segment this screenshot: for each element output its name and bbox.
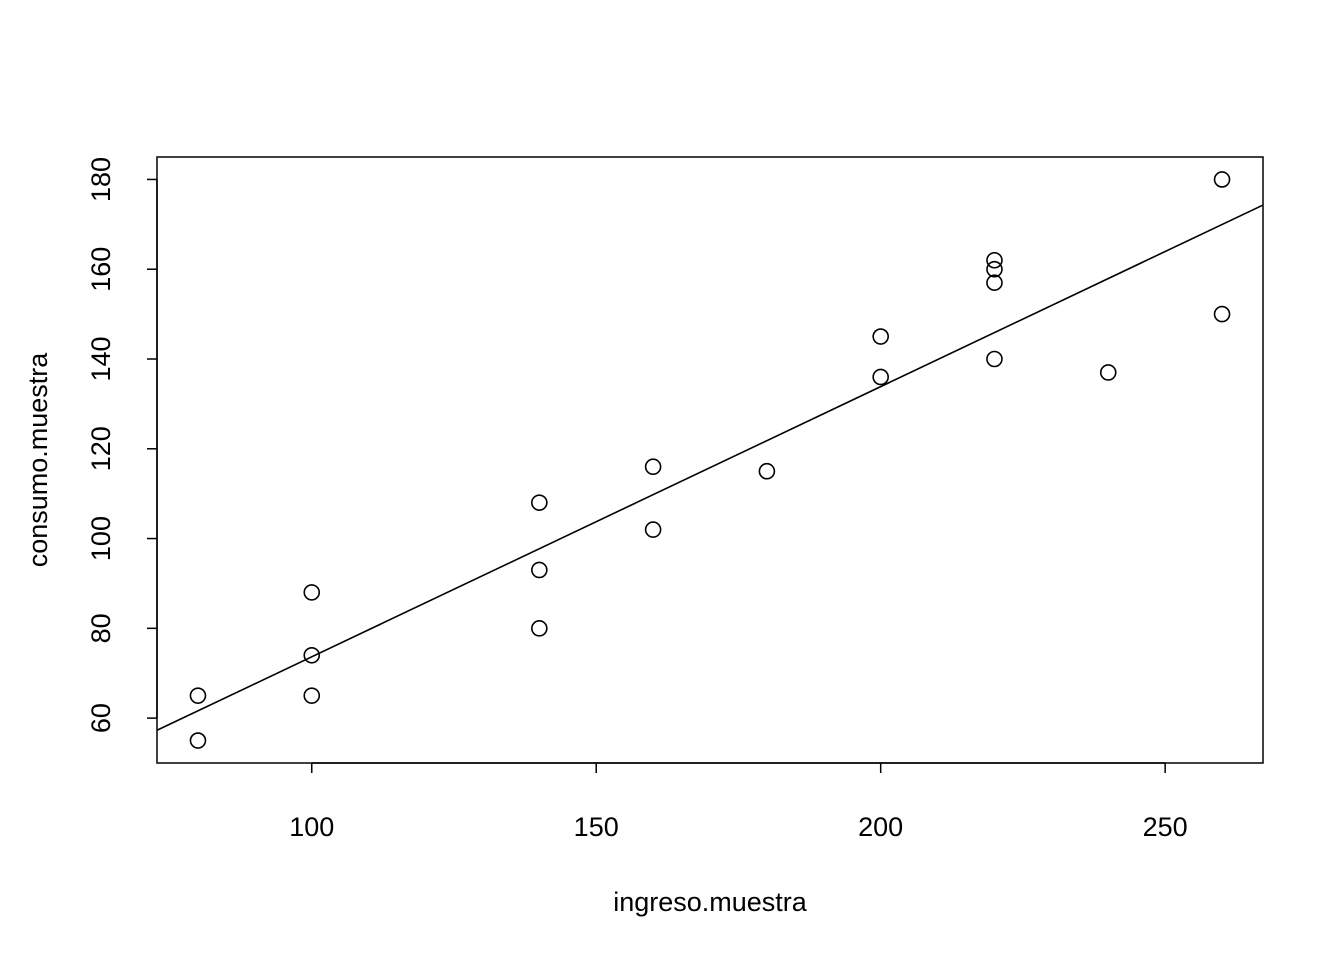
plot-box	[156, 156, 1264, 764]
x-tick-label: 200	[858, 812, 903, 842]
x-axis: 100 150 200 250	[289, 762, 1188, 842]
data-point	[1213, 171, 1231, 188]
y-tick-label: 60	[86, 703, 116, 733]
data-point	[303, 687, 321, 704]
y-tick-label: 160	[86, 247, 116, 292]
data-point	[303, 646, 321, 664]
y-tick-label: 140	[86, 336, 116, 381]
data-point	[758, 462, 776, 480]
regression-line	[156, 204, 1264, 732]
data-point	[531, 494, 548, 511]
y-tick-label: 180	[86, 157, 116, 202]
y-tick-label: 100	[86, 516, 116, 561]
data-point	[872, 328, 889, 345]
x-tick-label: 150	[574, 812, 619, 842]
y-axis-label: consumo.muestra	[23, 352, 53, 568]
x-axis-label: ingreso.muestra	[613, 887, 808, 917]
data-point	[872, 368, 889, 386]
y-tick-label: 80	[86, 613, 116, 643]
data-point	[986, 260, 1003, 278]
data-point	[1213, 305, 1231, 323]
x-tick-label: 100	[289, 812, 334, 842]
y-axis: 60 80 100 120 140 160 180	[86, 157, 158, 733]
plot-marks	[156, 171, 1264, 749]
data-point	[189, 732, 207, 749]
data-point	[986, 274, 1003, 291]
data-point	[189, 687, 207, 704]
data-point	[644, 521, 662, 538]
data-point	[644, 458, 662, 476]
y-tick-label: 120	[86, 426, 116, 471]
data-point	[986, 350, 1003, 368]
data-point	[1099, 364, 1117, 381]
data-point	[303, 584, 321, 601]
x-tick-label: 250	[1143, 812, 1188, 842]
data-point	[531, 561, 548, 579]
data-point	[531, 620, 548, 637]
data-point	[986, 251, 1003, 269]
